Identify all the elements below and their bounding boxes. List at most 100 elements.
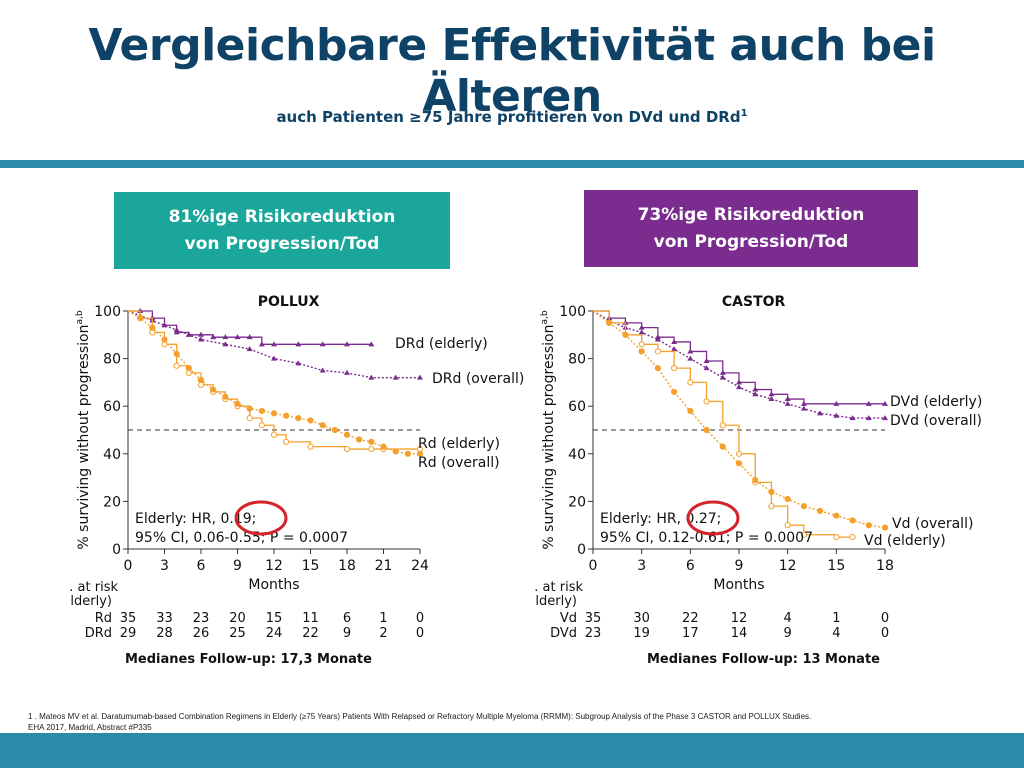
censor-mark	[161, 322, 168, 328]
censor-mark	[222, 334, 229, 340]
censor-mark	[392, 374, 399, 380]
censor-mark	[319, 341, 326, 347]
censor-mark	[343, 431, 351, 438]
y-axis-label: % surviving without progressiona,b	[540, 310, 557, 549]
censor-mark	[173, 327, 180, 333]
censor-mark	[784, 400, 791, 406]
risk-value: 24	[266, 626, 283, 640]
x-tick-label: 6	[686, 558, 695, 574]
censor-mark	[768, 503, 775, 510]
censor-mark	[173, 350, 180, 357]
censor-mark	[246, 415, 253, 422]
x-tick-label: 24	[411, 558, 429, 574]
censor-mark	[307, 443, 314, 450]
censor-mark	[198, 336, 204, 342]
censor-mark	[622, 331, 629, 338]
footnote-line-2: EHA 2017, Madrid, Abstract #P335	[28, 723, 152, 732]
y-tick-label: 0	[577, 542, 586, 558]
censor-mark	[849, 415, 856, 421]
risk-value: 17	[682, 626, 699, 640]
box-line-1: 81%ige Risikoreduktion	[168, 207, 396, 227]
censor-mark	[246, 346, 253, 352]
risk-value: 4	[832, 626, 840, 640]
risk-value: 22	[302, 626, 319, 640]
censor-mark	[736, 384, 742, 390]
censor-mark	[197, 376, 205, 384]
censor-mark	[735, 460, 743, 467]
censor-mark	[703, 398, 710, 405]
risk-value: 4	[784, 611, 792, 626]
censor-mark	[735, 450, 743, 457]
y-tick-label: 0	[112, 542, 121, 558]
censor-mark	[833, 412, 840, 418]
censor-mark	[161, 336, 168, 343]
series-label: Vd (elderly)	[864, 533, 946, 549]
censor-mark	[319, 367, 326, 373]
y-axis-label-sup: a,b	[540, 310, 550, 324]
censor-mark	[800, 400, 807, 406]
censor-mark	[768, 488, 775, 495]
censor-mark	[719, 374, 726, 380]
censor-mark	[319, 422, 326, 429]
series-label: Vd (overall)	[892, 516, 973, 532]
risk-value: 22	[682, 611, 699, 626]
censor-mark	[703, 357, 710, 363]
censor-mark	[416, 450, 424, 457]
risk-value: 9	[343, 626, 351, 640]
hr-annotation-line-1: Elderly: HR, 0.19;	[135, 511, 256, 527]
hr-annotation-line-2: 95% CI, 0.12-0.61; P = 0.0007	[600, 530, 813, 546]
risk-value: 2	[379, 626, 387, 640]
censor-mark	[654, 348, 661, 355]
censor-mark	[752, 391, 759, 397]
censor-mark	[606, 319, 613, 327]
y-axis-label-sup: a,b	[75, 310, 85, 324]
risk-value: 0	[881, 611, 889, 626]
censor-mark	[368, 341, 375, 347]
censor-mark	[671, 365, 678, 372]
censor-mark	[849, 517, 856, 524]
censor-mark	[271, 341, 277, 347]
censor-mark	[270, 431, 278, 438]
censor-mark	[173, 362, 180, 369]
risk-value: 25	[229, 626, 246, 640]
censor-mark	[736, 379, 742, 385]
slide-title: Vergleichbare Effektivität auch bei Älte…	[88, 20, 936, 122]
censor-mark	[137, 315, 144, 322]
box-line-1: 73%ige Risikoreduktion	[637, 205, 865, 225]
risk-value: 20	[229, 611, 246, 626]
censor-mark	[817, 410, 824, 416]
x-tick-label: 9	[233, 558, 242, 574]
risk-row-label: Vd	[560, 611, 577, 626]
censor-mark	[638, 324, 645, 330]
censor-mark	[368, 438, 375, 445]
risk-value: 23	[193, 611, 210, 626]
censor-mark	[671, 338, 678, 344]
censor-mark	[344, 369, 350, 375]
y-tick-label: 60	[103, 399, 121, 415]
box-line-2: von Progression/Tod	[653, 232, 849, 252]
censor-mark	[234, 400, 241, 407]
series-line-rd-elderly-	[128, 310, 420, 450]
risk-value: 14	[731, 626, 748, 640]
censor-mark	[833, 512, 840, 519]
censor-mark	[687, 379, 694, 386]
x-tick-label: 12	[265, 558, 283, 574]
series-line-dvd-overall-	[592, 310, 885, 419]
box-line-2: von Progression/Tod	[184, 234, 380, 254]
censor-mark	[784, 396, 791, 402]
series-label: Rd (overall)	[418, 455, 500, 471]
censor-mark	[671, 388, 678, 396]
censor-mark	[881, 524, 889, 531]
footnote-line-1: 1 . Mateos MV et al. Daratumumab-based C…	[28, 712, 812, 721]
censor-mark	[392, 448, 399, 455]
x-tick-label: 9	[735, 558, 744, 574]
censor-mark	[210, 334, 217, 340]
risk-value: 0	[416, 626, 424, 640]
x-tick-label: 3	[637, 558, 646, 574]
censor-mark	[703, 365, 710, 371]
series-line-drd-overall-	[127, 310, 420, 379]
series-label: DRd (elderly)	[395, 336, 488, 352]
censor-mark	[768, 396, 775, 402]
risk-value: 9	[784, 626, 792, 640]
